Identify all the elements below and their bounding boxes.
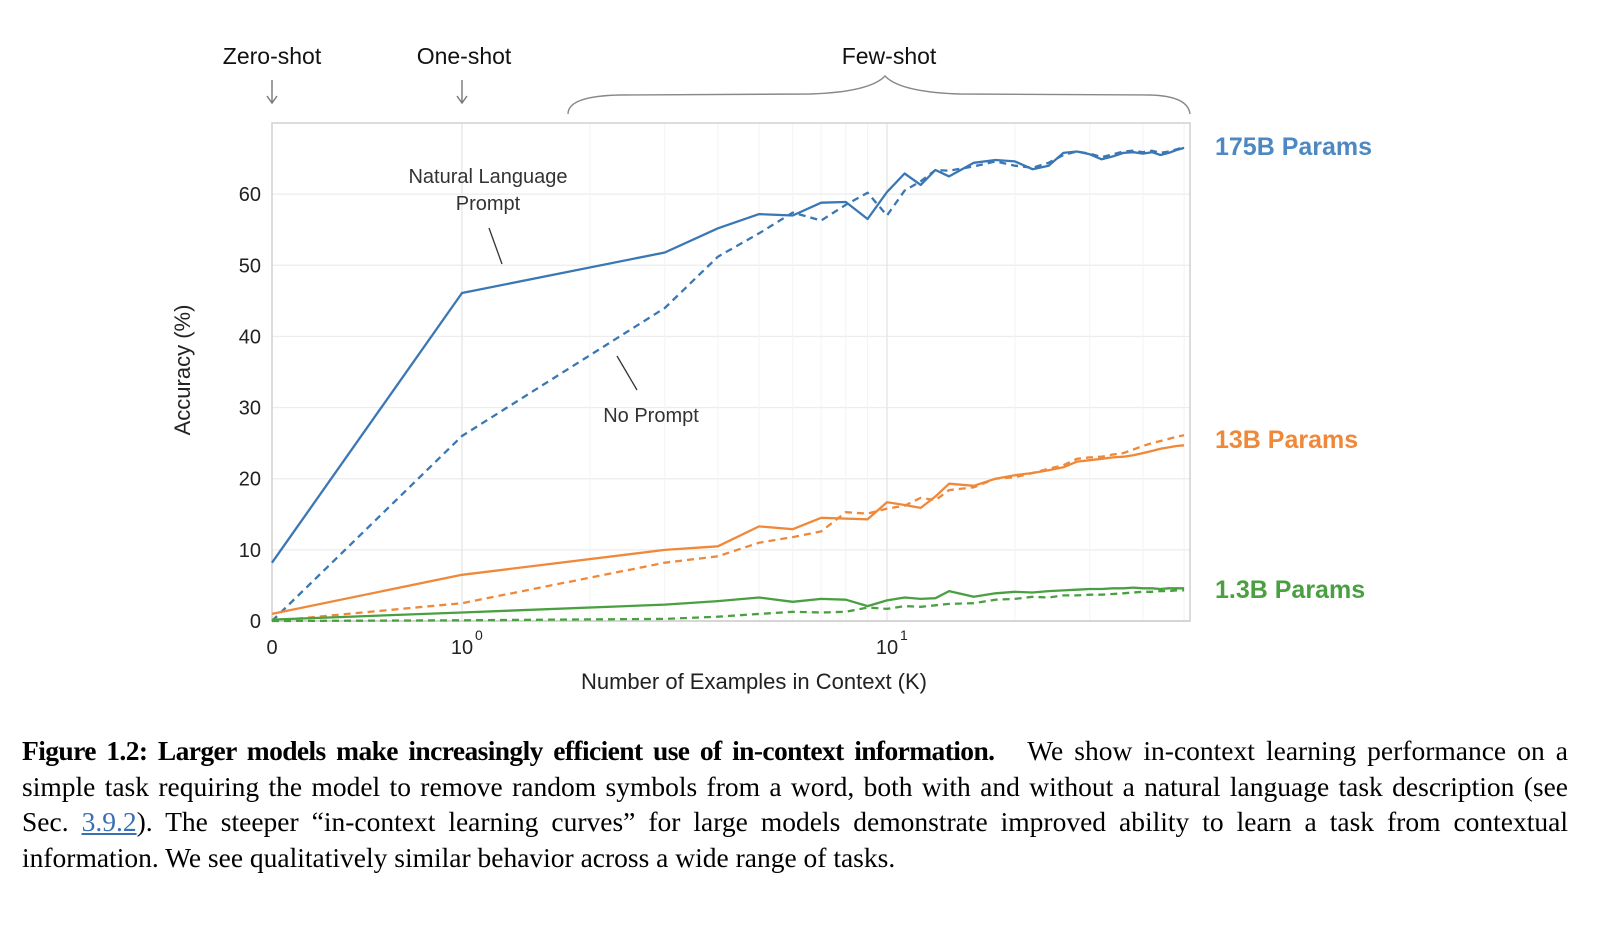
y-tick-label: 60 [239,184,261,206]
one-shot-arrow-icon [456,80,468,105]
annotation-natural-language-prompt-line2: Prompt [456,193,521,215]
figure-caption: Figure 1.2: Larger models make increasin… [22,733,1568,875]
series-line-175b-paramsno-prompt [271,146,1185,622]
y-axis-label: Accuracy (%) [170,305,195,436]
series-line-1-3b-paramsno-prompt [271,589,1185,623]
grid [272,123,1190,622]
x-tick-label: 0 [266,637,277,659]
legend-label-1-3b-params: 1.3B Params [1215,576,1365,604]
series-line-175b-paramsnl-prompt [271,146,1185,564]
x-tick-exponent: 1 [900,627,908,643]
annotation-pointer-no-prompt [616,355,638,391]
annotation-pointer-nl-prompt [488,227,503,265]
series-lines [271,146,1185,623]
annotation-no-prompt: No Prompt [603,405,699,427]
y-tick-label: 10 [239,540,261,562]
caption-body-2: ). The steeper “in-context learning curv… [22,806,1568,873]
plot-frame [271,122,1191,622]
x-tick-exponent: 0 [475,627,483,643]
one-shot-label: One-shot [417,43,512,69]
annotation-natural-language-prompt-line1: Natural Language [408,166,567,188]
y-tick-label: 50 [239,255,261,277]
y-tick-label: 30 [239,398,261,420]
legend-label-175b-params: 175B Params [1215,133,1372,161]
zero-shot-arrow-icon [266,80,278,105]
x-axis-label: Number of Examples in Context (K) [581,669,927,694]
x-tick-label: 10 [451,637,473,659]
legend-label-13b-params: 13B Params [1215,426,1358,454]
zero-shot-label: Zero-shot [223,43,322,69]
series-line-13b-paramsno-prompt [271,434,1185,623]
x-tick-label: 10 [876,637,898,659]
legend: 175B Params 13B Params 1.3B Params [1215,133,1372,604]
few-shot-label: Few-shot [842,43,937,69]
y-tick-labels: 0 10 20 30 40 50 60 [239,184,261,633]
series-line-1-3b-paramsnl-prompt [271,586,1185,621]
section-reference-link[interactable]: 3.9.2 [81,806,137,837]
caption-title: Figure 1.2: Larger models make increasin… [22,735,995,766]
y-tick-label: 0 [250,611,261,633]
caption-body-1: We show in-context learning performance … [22,735,1569,837]
y-tick-label: 40 [239,326,261,348]
series-line-13b-paramsnl-prompt [271,444,1185,616]
y-tick-label: 20 [239,469,261,491]
few-shot-brace [567,74,1191,115]
